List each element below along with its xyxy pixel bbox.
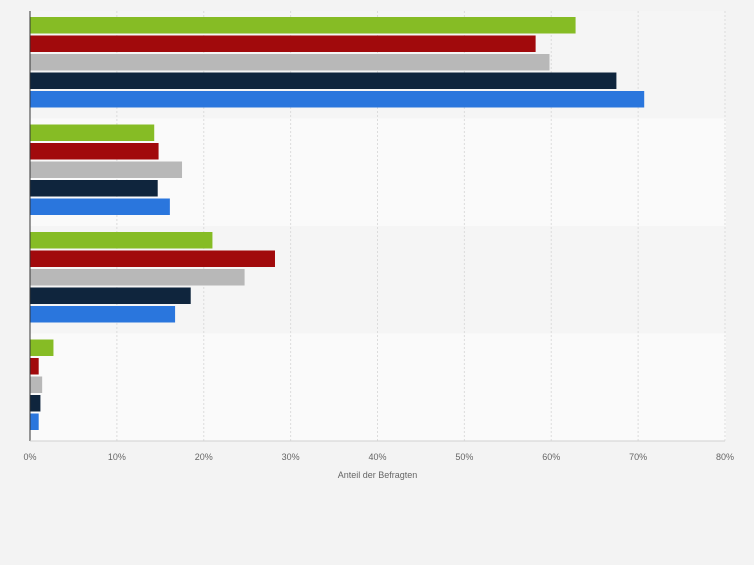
bar [30, 413, 39, 430]
bar [30, 306, 176, 323]
bar [30, 161, 183, 178]
bar [30, 269, 245, 286]
bar [30, 358, 39, 375]
x-tick-label: 60% [542, 452, 560, 462]
bar [30, 54, 550, 71]
bar [30, 395, 41, 412]
x-axis-title: Anteil der Befragten [338, 470, 418, 480]
bar [30, 180, 158, 197]
x-tick-label: 30% [282, 452, 300, 462]
x-tick-label: 20% [195, 452, 213, 462]
bar [30, 124, 155, 141]
bar [30, 91, 645, 108]
x-tick-label: 0% [23, 452, 36, 462]
bar [30, 35, 536, 52]
x-axis: 0% 10% 20% 30% 40% 50% 60% 70% 80% [23, 11, 734, 462]
bar [30, 339, 54, 356]
x-tick-label: 10% [108, 452, 126, 462]
x-tick-label: 70% [629, 452, 647, 462]
x-tick-label: 50% [455, 452, 473, 462]
bar [30, 17, 576, 34]
bar [30, 232, 213, 249]
bar [30, 250, 275, 267]
x-tick-label: 40% [368, 452, 386, 462]
bar [30, 287, 191, 304]
x-tick-label: 80% [716, 452, 734, 462]
bar [30, 376, 43, 393]
bar [30, 198, 170, 215]
bars [30, 17, 645, 430]
bar [30, 143, 159, 160]
bar [30, 72, 617, 89]
